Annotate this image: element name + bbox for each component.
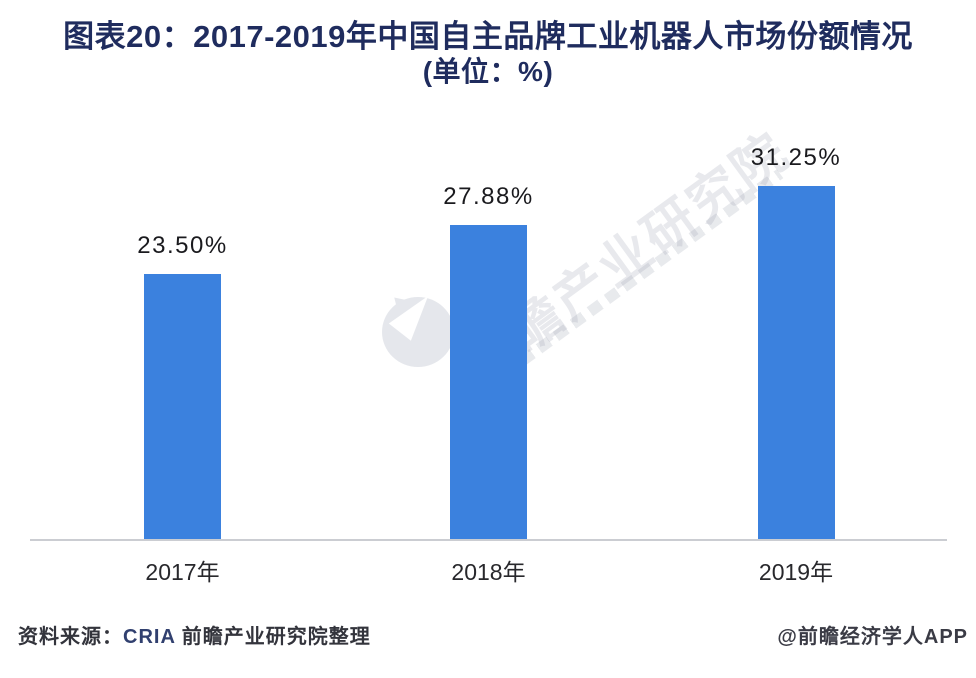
source-note: 资料来源：CRIA 前瞻产业研究院整理 — [18, 620, 371, 649]
x-tick-2018年: 2018年 — [451, 559, 526, 585]
source-org-cria: CRIA — [123, 626, 176, 648]
bar-2019年 — [757, 186, 835, 539]
chart-title-line1: 图表20：2017-2019年中国自主品牌工业机器人市场份额情况 — [63, 19, 913, 54]
bar-2018年 — [450, 225, 527, 539]
bar-value-label-2017年: 23.50% — [137, 232, 228, 259]
bar-value-label-2019年: 31.25% — [750, 144, 842, 171]
source-org-suffix: 前瞻产业研究院整理 — [175, 626, 371, 648]
plot-area: 23.50% 2017年 27.88% 2018年 31.25% 2019年 — [30, 100, 947, 585]
bar-value-label-2018年: 27.88% — [443, 183, 534, 210]
chart-title-unit: (单位：%) — [422, 56, 554, 87]
x-tick-2019年: 2019年 — [758, 559, 834, 585]
bar-2017年 — [144, 274, 221, 539]
chart-title: 图表20：2017-2019年中国自主品牌工业机器人市场份额情况 (单位：%) — [0, 18, 976, 88]
credit-note: @前瞻经济学人APP — [777, 626, 968, 648]
x-tick-2017年: 2017年 — [145, 559, 220, 585]
source-label: 资料来源： — [18, 626, 123, 648]
